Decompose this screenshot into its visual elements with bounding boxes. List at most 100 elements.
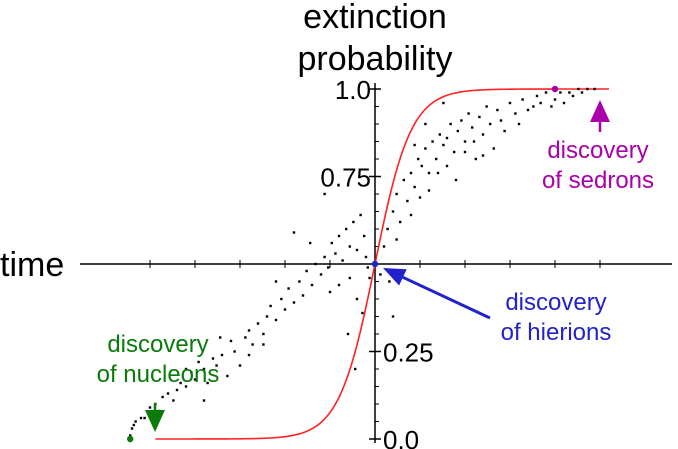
data-point-110	[503, 129, 506, 133]
data-point-119	[544, 91, 548, 94]
data-point-122	[559, 91, 562, 94]
data-point-100	[467, 112, 470, 115]
data-point-130	[395, 238, 398, 241]
data-point-142	[413, 143, 416, 147]
data-point-107	[492, 147, 495, 150]
data-point-128	[586, 87, 589, 91]
sedrons-label-line-0: discovery	[547, 137, 648, 164]
data-point-82	[402, 178, 405, 182]
data-point-73	[355, 297, 359, 301]
data-point-72	[348, 276, 351, 280]
data-point-95	[449, 122, 452, 126]
data-point-143	[442, 101, 445, 105]
data-point-44	[319, 273, 323, 276]
data-point-57	[364, 255, 368, 259]
data-point-108	[496, 108, 499, 112]
data-point-61	[346, 332, 350, 336]
data-point-139	[481, 154, 485, 157]
data-point-121	[553, 98, 557, 101]
data-point-98	[460, 119, 463, 122]
data-point-14	[184, 385, 188, 388]
data-point-114	[521, 98, 524, 101]
data-point-144	[424, 122, 427, 126]
y-tick-label-1: 0.25	[383, 338, 434, 368]
data-point-140	[323, 192, 326, 196]
data-point-30	[256, 322, 260, 325]
data-point-39	[298, 280, 301, 283]
data-point-138	[454, 178, 458, 182]
y-tick-label-2: 0.75	[320, 163, 371, 193]
data-point-25	[233, 350, 236, 353]
data-point-9	[161, 395, 164, 399]
data-point-68	[202, 399, 206, 402]
data-point-36	[283, 308, 287, 311]
data-point-112	[514, 112, 517, 115]
data-point-37	[287, 287, 290, 290]
annotations: discovery of nucleons discovery of hierions…	[97, 85, 654, 443]
data-point-17	[197, 360, 200, 364]
data-point-6	[148, 406, 152, 409]
data-point-131	[409, 213, 413, 217]
data-point-67	[219, 336, 222, 339]
data-point-31	[262, 332, 265, 336]
data-point-129	[593, 87, 596, 91]
data-point-33	[269, 304, 272, 308]
data-point-77	[386, 227, 389, 231]
scatter-points	[129, 87, 596, 437]
data-point-29	[251, 343, 254, 346]
data-point-35	[280, 297, 283, 301]
data-point-115	[526, 108, 530, 112]
data-point-71	[337, 283, 341, 287]
curve-layer	[155, 88, 609, 440]
data-point-22	[220, 353, 224, 357]
data-point-117	[535, 94, 539, 98]
data-point-1	[130, 427, 134, 430]
data-point-99	[463, 140, 467, 143]
data-point-65	[262, 343, 265, 346]
data-point-41	[305, 269, 308, 273]
hierions-arrow-head	[383, 268, 407, 286]
data-point-50	[341, 259, 344, 262]
data-point-40	[301, 294, 305, 297]
data-point-55	[359, 213, 362, 217]
data-point-102	[474, 157, 477, 161]
data-point-141	[391, 315, 395, 318]
data-point-13	[179, 381, 182, 385]
data-point-2	[134, 420, 137, 423]
chart-text: 0.0 0.25 0.75 1.0 extinction probability time	[0, 0, 452, 449]
nucleons-label-line-0: discovery	[107, 331, 208, 358]
nucleons-arrow-head	[145, 410, 165, 432]
data-point-70	[328, 290, 332, 294]
data-point-52	[348, 245, 351, 248]
data-point-109	[499, 119, 503, 122]
data-point-79	[391, 210, 395, 213]
hierions-arrow-shaft	[402, 275, 491, 320]
data-point-126	[577, 87, 580, 91]
data-point-24	[229, 339, 233, 343]
data-point-80	[395, 192, 398, 196]
data-point-125	[571, 94, 575, 98]
data-point-90	[431, 140, 434, 143]
data-point-76	[382, 245, 386, 248]
chart-title-line-0: extinction	[303, 0, 447, 36]
annotation-hierions: discovery of hierions	[371, 260, 611, 346]
data-point-64	[274, 280, 278, 283]
data-point-38	[292, 301, 296, 304]
data-point-45	[323, 255, 326, 259]
data-point-106	[489, 122, 492, 126]
data-point-132	[418, 196, 422, 199]
annotation-sedrons: discovery of sedrons	[542, 85, 654, 194]
data-point-133	[427, 189, 431, 192]
data-point-11	[172, 399, 175, 402]
data-point-101	[471, 126, 474, 129]
data-point-91	[435, 157, 438, 161]
data-point-59	[368, 276, 371, 280]
data-point-48	[334, 252, 337, 255]
data-point-56	[363, 234, 366, 238]
data-point-51	[345, 227, 348, 231]
data-point-85	[413, 185, 416, 189]
data-point-47	[330, 241, 333, 245]
data-point-49	[337, 234, 341, 238]
data-point-111	[508, 101, 512, 105]
